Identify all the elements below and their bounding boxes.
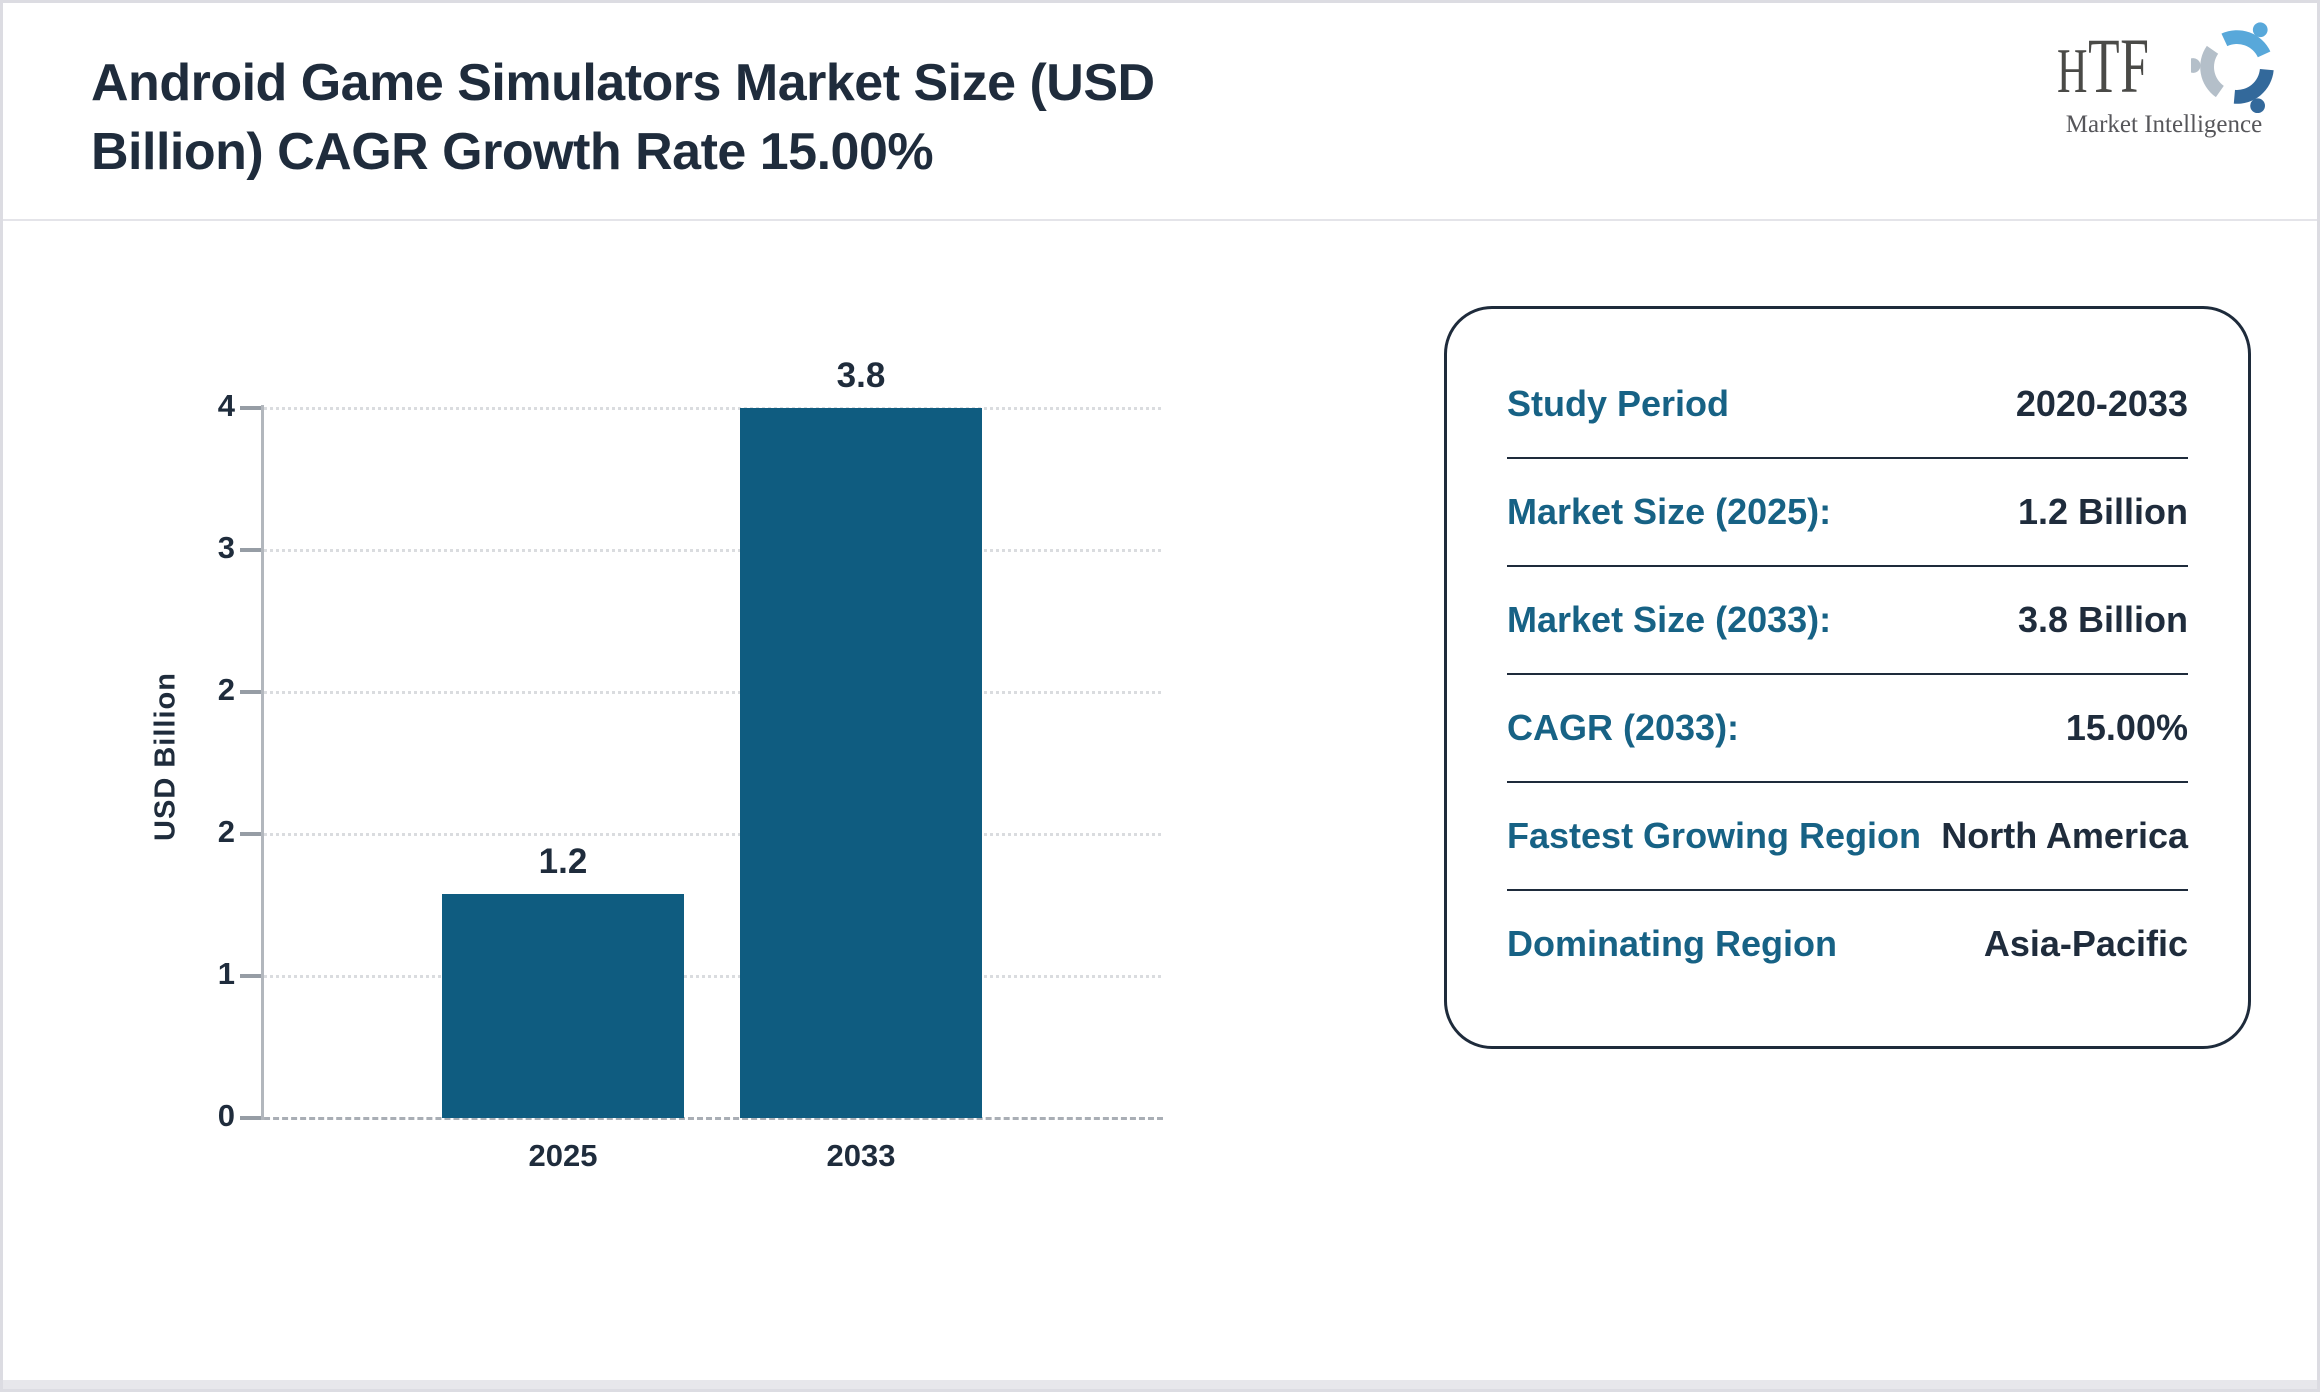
summary-row-label: CAGR (2033): [1507,707,1740,749]
summary-row-value: North America [1941,815,2188,857]
y-tick-mark [240,690,262,694]
y-tick-mark [240,406,262,410]
y-tick-label: 3 [217,530,235,565]
gridline [264,549,1161,552]
summary-row-label: Dominating Region [1507,923,1837,965]
chart-title: Android Game Simulators Market Size (USD… [91,54,1155,181]
gridline [264,691,1161,694]
y-axis-line [261,405,264,1120]
summary-row-value: 2020-2033 [2015,383,2188,424]
summary-row: Market Size (2025): 1.2 Billion [1507,459,2188,568]
header-divider [3,219,2317,221]
summary-panel: Study Period 2020-2033 Market Size (2025):… [1444,306,2251,1049]
summary-row-value: 15.00% [2065,707,2188,749]
summary-row: Dominating Region Asia-Pacific [1507,891,2188,997]
bar-value-label: 1.2 [538,842,588,881]
summary-row-value: Asia-Pacific [1983,923,2188,965]
gridline [264,975,1161,978]
summary-row: Market Size (2033): 3.8 Billion [1507,567,2188,676]
summary-row: CAGR (2033): 15.00% [1507,675,2188,784]
y-tick-mark [240,1116,262,1120]
y-axis-title: USD Billion [149,672,182,841]
summary-row-value: 3.8 Billion [2017,599,2188,641]
summary-row-label: Fastest Growing Region [1507,815,1922,857]
summary-row-label: Market Size (2025): [1507,491,1832,533]
htf-logo: HTF Market Intelligence [2051,21,2283,141]
y-tick-mark [240,548,262,552]
y-tick-label: 1 [217,956,235,991]
y-tick-label: 2 [217,814,235,849]
gridline [264,407,1161,410]
y-tick-label: 0 [217,1098,235,1133]
zero-baseline [246,1117,1163,1120]
bar-value-label: 3.8 [836,356,886,395]
y-tick-label: 4 [217,388,235,423]
page-bottom-strip [3,1380,2317,1389]
summary-row-label: Study Period [1507,383,1730,424]
gridline [264,833,1161,836]
x-tick-label: 2025 [528,1138,598,1173]
y-tick-label: 2 [217,672,235,707]
summary-row-label: Market Size (2033): [1507,599,1832,641]
summary-row: Study Period 2020-2033 [1507,351,2188,460]
logo-tagline: Market Intelligence [2065,111,2263,138]
summary-row: Fastest Growing Region North America [1507,783,2188,892]
summary-row-value: 1.2 Billion [2017,491,2188,533]
y-tick-mark [240,974,262,978]
summary-rows: Study Period 2020-2033 Market Size (2025):… [1507,351,2188,997]
logo-wordmark: HTF [2057,22,2150,109]
x-tick-label: 2033 [826,1138,896,1173]
bar-2033 [740,408,982,1118]
bar-2025 [442,894,684,1118]
logo-swirl-icon [2191,22,2274,113]
y-tick-mark [240,832,262,836]
